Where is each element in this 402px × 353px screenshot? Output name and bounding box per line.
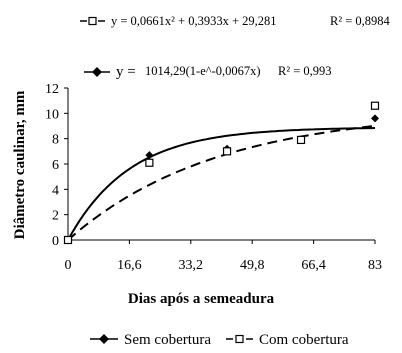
x-ticks: 0 16,6 33,2 49,8 66,4 83 [65,240,382,273]
y-tick-label: 12 [45,82,59,97]
x-tick-label: 83 [368,258,382,273]
x-tick-label: 49,8 [240,258,265,273]
point-com-cobertura [296,135,306,145]
x-tick-label: 33,2 [179,258,204,273]
y-ticks: 0 2 4 6 8 10 12 [45,82,68,249]
x-tick-label: 16,6 [117,258,142,273]
series-line-sem-cobertura [67,127,376,241]
equation-com-text: y = 0,0661x² + 0,3933x + 29,281 [111,14,277,28]
point-com-cobertura [63,235,73,245]
y-tick-label: 10 [45,107,59,122]
legend: Sem cobertura Com cobertura [90,332,349,348]
legend-com-marker [235,334,244,344]
y-tick-label: 0 [52,234,59,249]
x-tick-label: 66,4 [301,258,326,273]
equation-sem-prefix: y = [116,64,136,80]
data-points [63,101,380,245]
equation-sem-cobertura: y = 1014,29(1-e^-0,0067x) R² = 0,993 [84,64,332,80]
equation-com-cobertura: y = 0,0661x² + 0,3933x + 29,281 R² = 0,8… [80,14,391,28]
y-tick-label: 8 [52,133,59,148]
legend-item-sem-cobertura: Sem cobertura [90,332,211,348]
equation-sem-r2: R² = 0,993 [278,64,332,78]
equation-sem-text: 1014,29(1-e^-0,0067x) [145,64,261,78]
x-tick-label: 0 [65,258,72,273]
y-axis-title: Diâmetro caulinar, mm [12,90,28,239]
y-tick-label: 4 [52,183,59,198]
x-axis-title: Dias após a semeadura [128,291,275,307]
legend-item-com-cobertura: Com cobertura [226,332,349,348]
point-com-cobertura [222,147,232,156]
y-tick-label: 6 [52,158,59,173]
series-line-com-cobertura [67,124,376,241]
point-com-cobertura [370,101,380,110]
legend-sem-marker [99,334,109,344]
point-sem-cobertura [145,151,154,160]
point-sem-cobertura [371,114,379,123]
point-com-cobertura [145,158,154,167]
legend-com-label: Com cobertura [259,332,349,348]
fitted-curves [67,124,376,241]
equation-com-r2: R² = 0,8984 [330,14,391,28]
y-tick-label: 2 [52,209,59,224]
legend-sem-label: Sem cobertura [124,332,211,348]
